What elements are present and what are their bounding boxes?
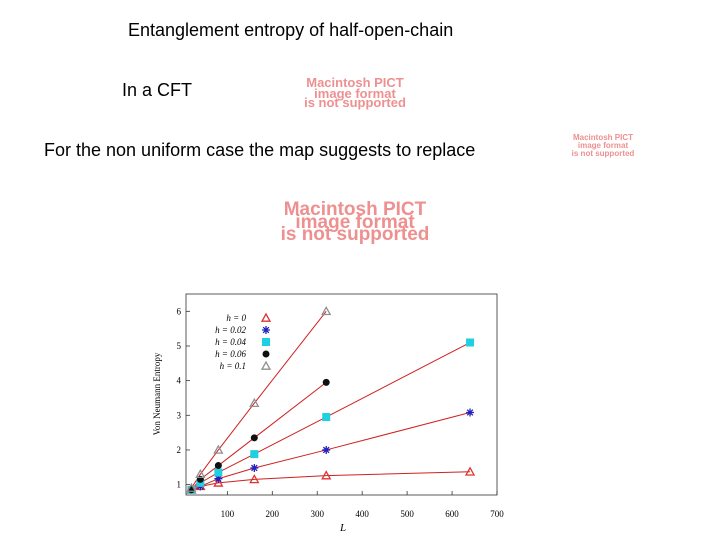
slide-text: For the non uniform case the map suggest… bbox=[44, 140, 475, 160]
marker bbox=[464, 466, 476, 476]
image-placeholder: Macintosh PICT image format is not suppo… bbox=[572, 133, 635, 158]
marker bbox=[466, 408, 475, 417]
placeholder-text: image format bbox=[314, 86, 396, 101]
y-tick-label: 2 bbox=[177, 445, 182, 455]
legend-marker bbox=[260, 312, 272, 322]
x-axis-label: L bbox=[339, 522, 346, 534]
legend-marker bbox=[260, 360, 272, 370]
slide-text: In a CFT bbox=[122, 80, 192, 100]
marker bbox=[213, 477, 224, 487]
marker bbox=[214, 468, 223, 477]
placeholder-text: image format bbox=[578, 141, 629, 150]
legend-label: h = 0.04 bbox=[215, 337, 246, 347]
marker bbox=[466, 338, 475, 347]
legend-label: h = 0.1 bbox=[220, 361, 246, 371]
placeholder-text: Macintosh PICT bbox=[306, 75, 404, 90]
image-placeholder: Macintosh PICT image format is not suppo… bbox=[281, 199, 430, 245]
x-tick-label: 200 bbox=[266, 509, 280, 519]
legend-label: h = 0.06 bbox=[215, 349, 246, 359]
marker bbox=[250, 463, 259, 472]
x-tick-label: 400 bbox=[355, 509, 369, 519]
marker bbox=[321, 470, 332, 480]
legend-marker bbox=[262, 338, 270, 346]
marker bbox=[214, 474, 223, 483]
marker bbox=[249, 397, 260, 408]
marker bbox=[186, 482, 197, 492]
legend-marker bbox=[262, 350, 270, 358]
plot: 100 200 300 400 500 600 700 1 2 3 4 5 6 h = 0 h = 0.02… bbox=[177, 305, 504, 519]
marker bbox=[213, 444, 224, 454]
marker bbox=[249, 474, 260, 484]
placeholder-text: Macintosh PICT bbox=[284, 199, 427, 220]
y-tick-label: 6 bbox=[177, 306, 182, 316]
placeholder-text: is not supported bbox=[281, 224, 430, 245]
placeholder-text: is not supported bbox=[304, 95, 406, 110]
marker bbox=[322, 378, 330, 386]
y-tick-label: 5 bbox=[177, 341, 182, 351]
placeholder-text: image format bbox=[295, 212, 415, 233]
y-tick-label: 3 bbox=[177, 410, 182, 420]
legend-label: h = 0 bbox=[226, 313, 246, 323]
legend-marker bbox=[262, 326, 270, 334]
marker bbox=[195, 468, 206, 479]
plot-frame bbox=[185, 293, 498, 496]
marker bbox=[250, 434, 258, 442]
x-tick-label: 300 bbox=[310, 509, 324, 519]
marker bbox=[250, 450, 259, 459]
y-tick-label: 1 bbox=[177, 480, 182, 490]
placeholder-text: is not supported bbox=[572, 149, 635, 158]
y-axis-label: Von Neumann Entropy bbox=[152, 352, 162, 435]
image-placeholder: Macintosh PICT image format is not suppo… bbox=[304, 75, 406, 110]
x-tick-label: 600 bbox=[445, 509, 459, 519]
y-tick-label: 4 bbox=[177, 376, 182, 386]
marker bbox=[322, 413, 331, 422]
slide-title: Entanglement entropy of half-open-chain bbox=[128, 20, 453, 40]
x-tick-label: 500 bbox=[400, 509, 414, 519]
series-group bbox=[186, 305, 476, 494]
x-tick-label: 100 bbox=[221, 509, 235, 519]
marker bbox=[214, 462, 222, 470]
marker bbox=[322, 445, 331, 454]
legend-label: h = 0.02 bbox=[215, 325, 246, 335]
x-tick-label: 700 bbox=[490, 509, 504, 519]
placeholder-text: Macintosh PICT bbox=[573, 133, 633, 142]
marker bbox=[321, 305, 332, 316]
